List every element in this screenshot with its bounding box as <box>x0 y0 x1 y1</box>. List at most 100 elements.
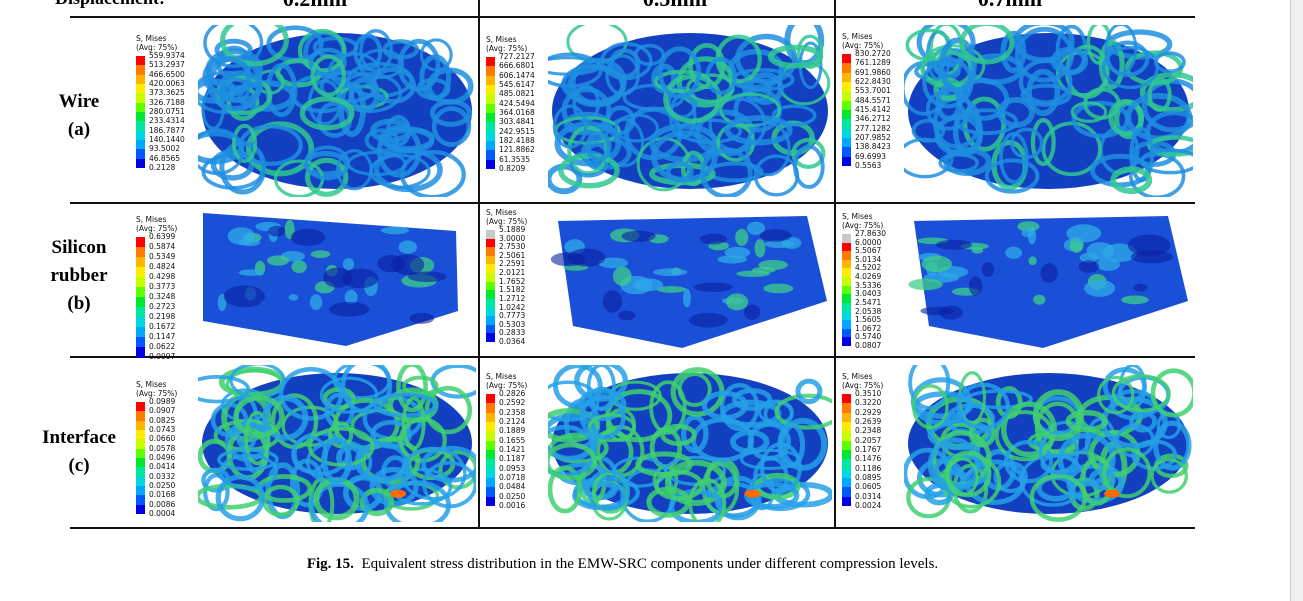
stress-patch <box>1133 283 1148 292</box>
contour-image <box>548 25 831 197</box>
legend-value: 186.7877 <box>149 125 185 135</box>
legend-swatch <box>136 486 145 496</box>
wire-loop <box>579 394 626 440</box>
legend-value: 0.2198 <box>149 312 176 321</box>
wire-loop <box>327 421 354 449</box>
wire-loop <box>310 54 347 97</box>
legend-swatch <box>486 113 495 123</box>
wire-loop <box>308 47 347 77</box>
wire-loop <box>1070 101 1108 123</box>
stress-patch <box>1028 256 1037 266</box>
stress-patch <box>1066 224 1102 243</box>
wire-loop <box>233 394 285 438</box>
stress-patch <box>759 229 792 242</box>
wire-loop <box>245 121 315 177</box>
legend-swatch <box>842 487 851 498</box>
legend-swatch <box>842 242 851 252</box>
wire-loop <box>335 149 373 191</box>
wire-loop <box>328 52 381 90</box>
wire-loop <box>586 469 630 511</box>
legend-swatch <box>486 281 495 291</box>
legend-swatch <box>486 131 495 142</box>
legend-value: 138.8423 <box>855 142 891 152</box>
legend-value: 93.5002 <box>149 144 181 154</box>
row-label-line: Wire <box>58 91 100 112</box>
wire-loop <box>424 385 473 435</box>
legend-swatch <box>842 311 851 321</box>
stress-patch <box>342 258 355 271</box>
legend-value: 207.9852 <box>855 133 891 142</box>
stress-patch <box>935 239 972 250</box>
row-label: Wire (a) <box>40 88 118 144</box>
legend-swatch <box>486 238 495 248</box>
stress-patch <box>920 306 954 316</box>
legend-value: 140.1440 <box>149 135 185 144</box>
wire-loop <box>1102 447 1152 499</box>
wire-loop <box>400 150 466 197</box>
wire-loop <box>657 46 702 99</box>
wire-loop <box>548 407 600 443</box>
legend-value: 0.0953 <box>499 463 526 473</box>
wire-loop <box>359 487 395 517</box>
row-label-line: (b) <box>67 293 91 314</box>
stress-patch <box>717 255 748 264</box>
legend-swatch <box>486 307 495 317</box>
legend-swatch <box>486 412 495 423</box>
legend-value: 233.4314 <box>149 116 185 126</box>
wire-loop <box>600 42 653 81</box>
legend-value: 69.6993 <box>855 151 887 161</box>
legend-value: 0.0250 <box>499 491 526 501</box>
wire-loop <box>381 455 410 490</box>
legend-swatch <box>842 100 851 111</box>
wire-loop <box>210 402 249 438</box>
wire-loop <box>297 28 347 73</box>
hot-spot <box>390 489 407 498</box>
wire-loop <box>796 34 824 69</box>
stress-patch <box>310 250 331 258</box>
wire-loop <box>309 481 370 522</box>
legend-swatch <box>486 450 495 460</box>
wire-loop <box>984 158 1040 194</box>
legend-swatch <box>136 307 145 318</box>
wire-loop <box>925 88 972 131</box>
legend-value: 513.2937 <box>149 60 185 70</box>
wire-loop <box>548 432 609 464</box>
legend-swatch <box>842 147 851 158</box>
legend-value: 0.2723 <box>149 302 176 311</box>
stress-patch <box>567 248 606 267</box>
wire-loop <box>548 442 598 481</box>
divider <box>478 0 480 529</box>
legend-swatch <box>136 93 145 104</box>
legend-value: 1.5605 <box>855 315 882 325</box>
legend-value: 364.0168 <box>499 108 535 117</box>
wire-loop <box>1129 152 1186 197</box>
scrollbar[interactable] <box>1290 0 1303 601</box>
legend-value: 0.1186 <box>855 463 882 473</box>
legend-swatch <box>486 394 495 404</box>
legend-title: S, Mises <box>486 35 517 44</box>
wire-loop <box>244 410 271 466</box>
legend-swatch <box>842 440 851 451</box>
legend-title: (Avg: 75%) <box>842 41 884 50</box>
legend-value: 545.6147 <box>499 80 535 89</box>
legend-swatch <box>486 487 495 498</box>
legend-swatch <box>486 230 495 240</box>
wire-loop <box>570 57 627 107</box>
wire-loop <box>654 469 704 501</box>
wire-loop <box>198 375 251 404</box>
legend-value: 0.1147 <box>149 332 176 341</box>
stress-patch <box>1017 221 1040 232</box>
legend-value: 1.0242 <box>499 302 526 312</box>
wire-loop <box>357 48 405 80</box>
wire-loop <box>997 97 1035 129</box>
wire-loop <box>304 145 350 181</box>
wire-loop <box>1014 26 1074 83</box>
contour-image <box>198 25 474 197</box>
legend-title: (Avg: 75%) <box>136 389 178 398</box>
wire-loop <box>307 426 375 467</box>
legend-swatch <box>842 403 851 414</box>
stress-patch <box>1005 246 1023 259</box>
legend-swatch <box>136 495 145 506</box>
stress-patch <box>700 233 727 245</box>
wire-loop <box>760 442 802 494</box>
